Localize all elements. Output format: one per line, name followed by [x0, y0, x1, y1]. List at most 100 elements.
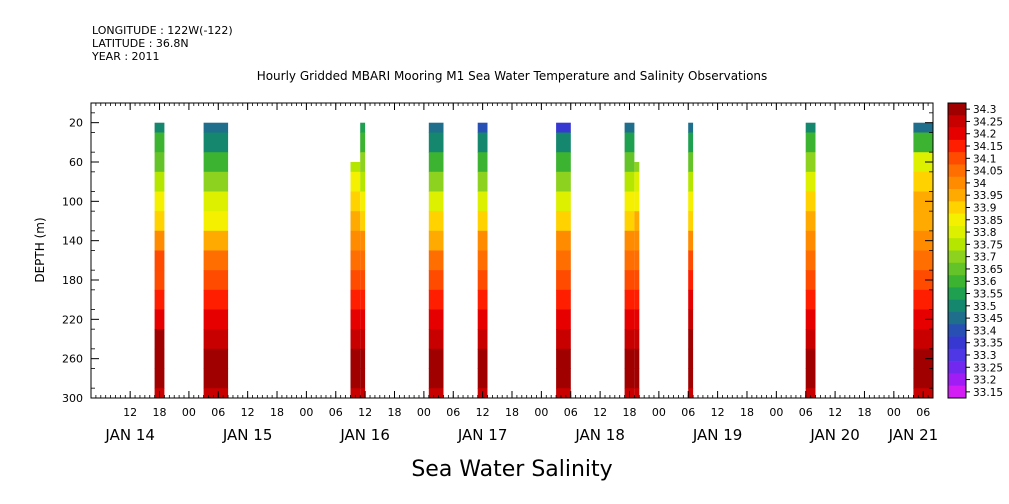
heatmap-cell: [556, 368, 571, 389]
heatmap-cell: [913, 152, 933, 173]
x-tick-label: 00: [417, 406, 431, 419]
x-tick-label: 18: [857, 406, 871, 419]
x-tick-label: 00: [887, 406, 901, 419]
colorbar-label: 33.25: [973, 362, 1003, 374]
x-tick-label: 06: [681, 406, 695, 419]
heatmap-cell: [913, 211, 933, 232]
heatmap-cell: [350, 230, 361, 251]
heatmap-cell: [477, 289, 488, 310]
heatmap-cell: [688, 230, 694, 251]
colorbar-swatch: [948, 213, 966, 227]
colorbar-label: 33.8: [973, 227, 996, 239]
heatmap-cell: [805, 171, 816, 192]
y-tick-label: 220: [62, 313, 83, 326]
heatmap-cell: [360, 270, 366, 291]
heatmap-cell: [688, 270, 694, 291]
heatmap-cell: [360, 211, 366, 232]
y-tick-label: 140: [62, 235, 83, 248]
colorbar-label: 34.15: [973, 141, 1003, 153]
heatmap-cell: [634, 270, 640, 291]
heatmap-cell: [624, 171, 635, 192]
heatmap-cell: [428, 211, 444, 232]
heatmap-cell: [805, 152, 816, 173]
heatmap-cell: [556, 191, 571, 212]
x-tick-label: 00: [299, 406, 313, 419]
heatmap-cell: [350, 270, 361, 291]
heatmap-cell: [428, 388, 444, 399]
colorbar-swatch: [948, 361, 966, 374]
longitude-label: LONGITUDE : 122W(-122): [92, 24, 233, 37]
heatmap-cell: [556, 348, 571, 369]
heatmap-cell: [360, 388, 366, 399]
heatmap-cell: [634, 191, 640, 212]
colorbar-label: 33.75: [973, 239, 1003, 251]
colorbar-swatch: [948, 189, 966, 202]
heatmap-cell: [477, 152, 488, 173]
heatmap-cell: [477, 348, 488, 369]
colorbar: 34.334.2534.234.1534.134.053433.9533.933…: [947, 102, 1003, 399]
heatmap-cell: [154, 230, 165, 251]
colorbar-swatch: [948, 152, 966, 165]
heatmap-cell: [805, 230, 816, 251]
heatmap-cell: [477, 329, 488, 350]
heatmap-cell: [350, 162, 361, 173]
date-label: JAN 18: [574, 426, 625, 444]
colorbar-swatch: [948, 275, 966, 288]
heatmap-cell: [688, 368, 694, 389]
y-axis-label: DEPTH (m): [33, 217, 47, 282]
colorbar-label: 33.2: [973, 375, 996, 387]
heatmap-cell: [360, 309, 366, 330]
heatmap-cell: [556, 250, 571, 271]
heatmap-cell: [360, 250, 366, 271]
x-tick-label: 00: [534, 406, 548, 419]
x-axis-label: Sea Water Salinity: [411, 457, 612, 482]
x-tick-label: 00: [652, 406, 666, 419]
heatmap-cell: [360, 348, 366, 369]
date-label: JAN 14: [104, 426, 155, 444]
heatmap-cell: [154, 289, 165, 310]
heatmap-cell: [634, 230, 640, 251]
heatmap-cell: [477, 230, 488, 251]
heatmap-cell: [913, 270, 933, 291]
colorbar-label: 34: [973, 178, 987, 190]
y-tick-label: 260: [62, 353, 83, 366]
colorbar-swatch: [948, 287, 966, 300]
heatmap-cell: [688, 250, 694, 271]
heatmap-cell: [913, 329, 933, 350]
heatmap-cell: [203, 309, 229, 330]
colorbar-label: 33.15: [973, 387, 1003, 399]
heatmap-cell: [154, 368, 165, 389]
heatmap-cell: [634, 162, 640, 173]
heatmap-cell: [428, 348, 444, 369]
heatmap-cell: [203, 329, 229, 350]
heatmap-cell: [350, 211, 361, 232]
heatmap-cell: [688, 388, 694, 399]
x-tick-label: 00: [769, 406, 783, 419]
heatmap-cell: [634, 171, 640, 192]
heatmap-cell: [805, 289, 816, 310]
x-tick-label: 06: [329, 406, 343, 419]
heatmap-cell: [624, 289, 635, 310]
colorbar-swatch: [948, 164, 966, 178]
heatmap-cell: [624, 368, 635, 389]
heatmap-cell: [688, 152, 694, 173]
heatmap-cell: [805, 122, 816, 133]
heatmap-cell: [350, 388, 361, 399]
heatmap-cell: [154, 309, 165, 330]
colorbar-label: 34.25: [973, 116, 1003, 128]
heatmap-cell: [634, 388, 640, 399]
x-tick-label: 12: [123, 406, 137, 419]
colorbar-label: 33.9: [973, 202, 996, 214]
date-label: JAN 16: [339, 426, 390, 444]
heatmap-cell: [805, 309, 816, 330]
heatmap-cell: [634, 309, 640, 330]
heatmap-cell: [154, 171, 165, 192]
heatmap-cell: [350, 171, 361, 192]
colorbar-label: 33.95: [973, 190, 1003, 202]
heatmap-cell: [360, 230, 366, 251]
x-tick-label: 06: [799, 406, 813, 419]
heatmap-cell: [624, 270, 635, 291]
colorbar-label: 33.6: [973, 276, 997, 288]
heatmap-cell: [805, 191, 816, 212]
latitude-label: LATITUDE : 36.8N: [92, 37, 189, 50]
